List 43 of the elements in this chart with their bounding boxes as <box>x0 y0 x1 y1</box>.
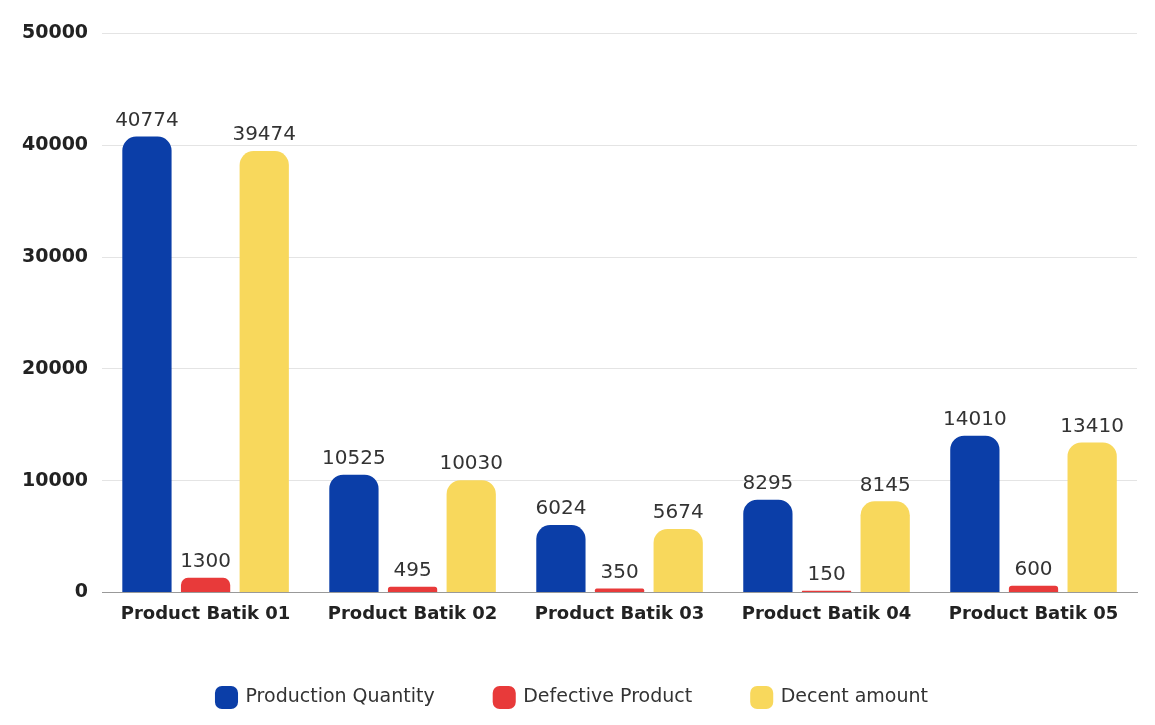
data-label: 40774 <box>115 106 179 131</box>
data-label: 600 <box>1014 555 1053 580</box>
bar <box>122 136 172 592</box>
bar <box>950 435 1000 592</box>
y-tick-label: 30000 <box>21 243 89 266</box>
bar <box>329 474 379 592</box>
data-label: 14010 <box>943 405 1007 430</box>
y-tick-label: 0 <box>74 579 89 602</box>
data-label: 10525 <box>322 444 386 469</box>
bar <box>387 586 438 592</box>
bar <box>594 588 645 592</box>
bar <box>180 577 231 592</box>
data-label: 150 <box>807 560 846 585</box>
bar <box>743 499 793 592</box>
x-tick-label: Product Batik 02 <box>327 601 498 623</box>
data-label: 495 <box>393 557 432 582</box>
data-label: 1300 <box>180 548 232 573</box>
bar <box>653 528 703 592</box>
legend-label: Decent amount <box>780 684 929 707</box>
data-label: 5674 <box>652 499 704 524</box>
bar <box>1067 442 1117 592</box>
data-label: 8145 <box>859 471 911 496</box>
bar <box>1008 585 1059 592</box>
data-label: 8295 <box>742 469 794 494</box>
data-label: 6024 <box>535 495 587 520</box>
legend-label: Defective Product <box>523 684 693 707</box>
x-tick-label: Product Batik 01 <box>120 601 291 623</box>
data-label: 13410 <box>1060 412 1124 437</box>
y-tick-label: 50000 <box>21 20 89 43</box>
y-tick-label: 40000 <box>21 132 89 155</box>
x-tick-label: Product Batik 03 <box>534 601 705 623</box>
x-tick-label: Product Batik 04 <box>741 601 912 623</box>
data-label: 10030 <box>439 450 504 475</box>
x-tick-label: Product Batik 05 <box>948 601 1119 623</box>
bar <box>446 480 496 592</box>
y-tick-label: 10000 <box>21 467 89 490</box>
legend-label: Production Quantity <box>245 684 435 707</box>
y-tick-label: 20000 <box>21 355 89 378</box>
bar <box>239 151 289 592</box>
data-label: 39474 <box>232 121 297 146</box>
data-label: 350 <box>600 558 639 583</box>
bar <box>860 501 910 592</box>
bar <box>536 525 586 592</box>
